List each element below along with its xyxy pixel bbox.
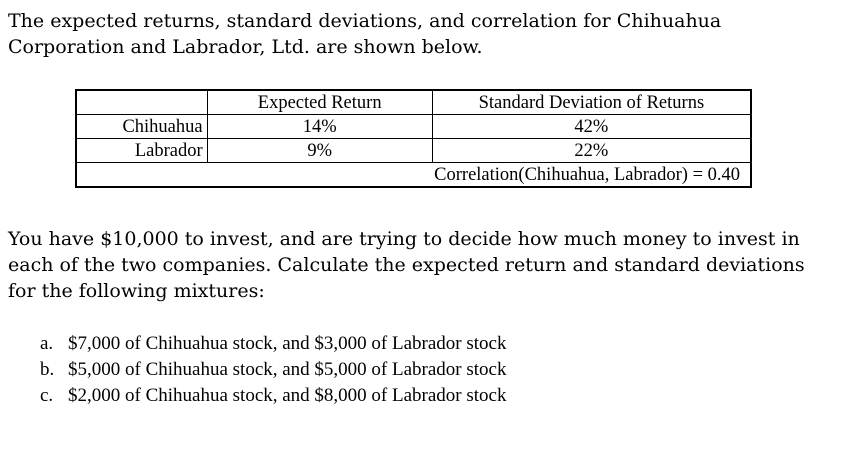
task-line-2: each of the two companies. Calculate the…	[8, 254, 805, 276]
correlation-row: Correlation(Chihuahua, Labrador) = 0.40	[75, 162, 752, 188]
table-row: Labrador 9% 22%	[74, 138, 752, 163]
list-marker: a.	[40, 333, 54, 354]
header-std-dev: Standard Deviation of Returns	[431, 89, 752, 115]
row-std-dev-labrador: 22%	[431, 138, 752, 163]
table-row: Chihuahua 14% 42%	[74, 114, 752, 139]
table-header-row: Expected Return Standard Deviation of Re…	[74, 89, 752, 115]
list-marker: c.	[40, 385, 54, 406]
mixtures-list: a. $7,000 of Chihuahua stock, and $3,000 …	[40, 331, 507, 409]
header-expected-return: Expected Return	[206, 89, 433, 115]
task-paragraph: You have $10,000 to invest, and are tryi…	[8, 226, 805, 304]
row-expected-return-chihuahua: 14%	[206, 114, 433, 139]
table-header-blank	[74, 89, 208, 115]
row-name-labrador: Labrador	[74, 138, 208, 163]
row-std-dev-chihuahua: 42%	[431, 114, 752, 139]
intro-paragraph: The expected returns, standard deviation…	[8, 8, 721, 60]
task-line-1: You have $10,000 to invest, and are tryi…	[8, 228, 800, 250]
mixture-text: $2,000 of Chihuahua stock, and $8,000 of…	[68, 385, 507, 406]
mixture-text: $7,000 of Chihuahua stock, and $3,000 of…	[68, 333, 507, 354]
intro-line-1: The expected returns, standard deviation…	[8, 10, 722, 32]
task-line-3: for the following mixtures:	[8, 280, 265, 302]
returns-table: Expected Return Standard Deviation of Re…	[74, 89, 752, 188]
list-item: b. $5,000 of Chihuahua stock, and $5,000 …	[40, 357, 507, 383]
row-expected-return-labrador: 9%	[206, 138, 433, 163]
list-item: c. $2,000 of Chihuahua stock, and $8,000 …	[40, 383, 507, 409]
list-marker: b.	[40, 359, 55, 380]
correlation-value: Correlation(Chihuahua, Labrador) = 0.40	[75, 162, 752, 188]
row-name-chihuahua: Chihuahua	[74, 114, 208, 139]
list-item: a. $7,000 of Chihuahua stock, and $3,000 …	[40, 331, 507, 357]
mixture-text: $5,000 of Chihuahua stock, and $5,000 of…	[68, 359, 507, 380]
intro-line-2: Corporation and Labrador, Ltd. are shown…	[8, 36, 483, 58]
